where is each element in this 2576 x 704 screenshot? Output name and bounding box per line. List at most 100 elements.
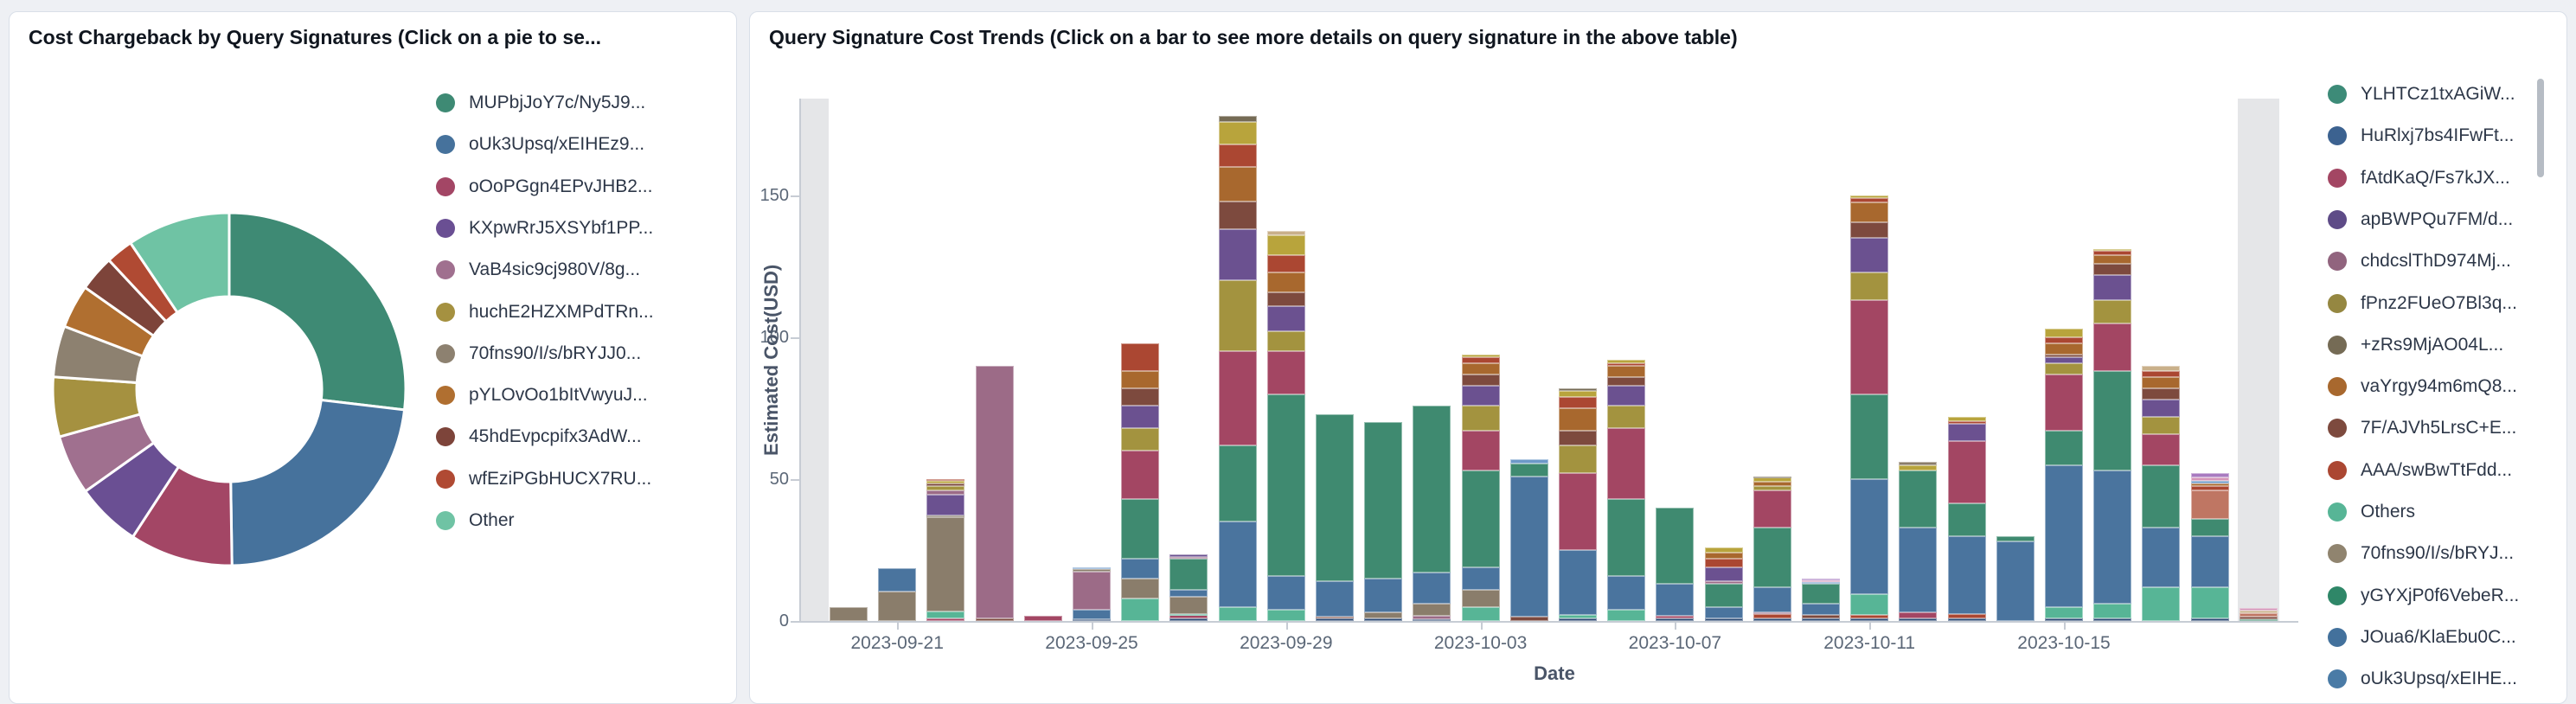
legend-item[interactable]: fAtdKaQ/Fs7kJX... [2328,165,2510,191]
bar-segment[interactable] [2045,618,2083,621]
bar-segment[interactable] [1947,424,1986,441]
bar-segment[interactable] [1802,580,1840,583]
bar-segment[interactable] [1753,613,1791,618]
legend-item[interactable]: 45hdEvpcpifx3AdW... [436,424,642,450]
bar-segment[interactable] [1559,391,1597,397]
bar-chart-plot-area[interactable]: 0 50 100 150 2023-09-21 2023-09-25 2023-09-29 2… [750,12,2307,688]
bar-segment[interactable] [1559,618,1597,621]
bar-segment[interactable] [1753,612,1791,615]
bar-segment[interactable] [2142,371,2181,377]
bar-segment[interactable] [2045,329,2083,337]
bar-segment[interactable] [1947,420,1986,425]
bar-segment[interactable] [1073,571,1111,610]
legend-item[interactable]: oUk3Upsq/xEIHEz9... [436,131,644,157]
bar-segment[interactable] [1218,201,1257,230]
bar-segment[interactable] [1850,198,1889,203]
bar-segment[interactable] [1850,300,1889,394]
bar-segment[interactable] [878,568,917,592]
bar-segment[interactable] [1850,272,1889,301]
bar-segment[interactable] [1850,618,1889,621]
bar-segment[interactable] [2190,473,2229,477]
bar-segment[interactable] [1073,618,1111,621]
bar-segment[interactable] [1704,547,1743,554]
bar-segment[interactable] [2239,619,2278,622]
bar-segment[interactable] [1559,396,1597,408]
bar-segment[interactable] [1121,427,1160,451]
bar-segment[interactable] [1656,618,1695,621]
bar-segment[interactable] [1850,593,1889,616]
bar-segment[interactable] [1413,405,1451,573]
bar-segment[interactable] [1899,462,1938,465]
bar-segment[interactable] [926,479,965,482]
bar-segment[interactable] [1753,490,1791,528]
legend-scrollbar[interactable] [2537,79,2544,177]
bar-segment[interactable] [1316,581,1354,618]
bar-segment[interactable] [1073,566,1111,569]
bar-segment[interactable] [2239,610,2278,613]
legend-item[interactable]: MUPbjJoY7c/Ny5J9... [436,90,645,116]
bar-segment[interactable] [2093,371,2132,471]
legend-item[interactable]: 7F/AJVh5LrsC+E... [2328,415,2516,441]
bar-segment[interactable] [1121,342,1160,372]
bar-segment[interactable] [926,483,965,487]
bar-segment[interactable] [1607,385,1646,406]
bar-segment[interactable] [1947,618,1986,621]
bar-segment[interactable] [1461,589,1500,607]
legend-item[interactable]: 70fns90/I/s/bRYJ... [2328,541,2514,566]
legend-item[interactable]: oUk3Upsq/xEIHE... [2328,666,2517,692]
bar-segment[interactable] [1607,360,1646,363]
bar-segment[interactable] [1656,584,1695,617]
legend-item[interactable]: KXpwRrJ5XSYbf1PP... [436,215,653,241]
bar-segment[interactable] [1850,394,1889,479]
bar-segment[interactable] [1121,598,1160,621]
bar-segment[interactable] [2142,388,2181,400]
legend-item[interactable]: fPnz2FUeO7Bl3q... [2328,291,2517,317]
bar-segment[interactable] [1073,609,1111,619]
bar-segment[interactable] [1218,445,1257,522]
bar-segment[interactable] [926,517,965,611]
bar-segment[interactable] [926,618,965,621]
bar-segment[interactable] [1704,558,1743,567]
bar-segment[interactable] [1316,617,1354,619]
bar-segment[interactable] [1266,231,1305,235]
bar-segment[interactable] [2045,431,2083,465]
bar-segment[interactable] [1461,470,1500,567]
bar-segment[interactable] [1850,615,1889,618]
bar-segment[interactable] [1559,615,1597,618]
bar-segment[interactable] [2142,527,2181,587]
legend-item[interactable]: chdcslThD974Mj... [2328,248,2511,274]
bar-segment[interactable] [1461,354,1500,357]
legend-item[interactable]: apBWPQu7FM/d... [2328,207,2513,233]
bar-segment[interactable] [2190,477,2229,481]
bar-segment[interactable] [1169,557,1208,560]
bar-segment[interactable] [1413,616,1451,619]
bar-segment[interactable] [1218,351,1257,445]
bar-segment[interactable] [1850,195,1889,199]
bar-segment[interactable] [1607,609,1646,621]
bar-segment[interactable] [1704,584,1743,607]
bar-segment[interactable] [1947,502,1986,536]
bar-segment[interactable] [2142,433,2181,465]
legend-item[interactable]: 70fns90/I/s/bRYJJ0... [436,341,641,367]
bar-segment[interactable] [2045,606,2083,618]
bar-segment[interactable] [2045,342,2083,355]
legend-item[interactable]: +zRs9MjAO04L... [2328,332,2503,358]
bar-segment[interactable] [1559,431,1597,445]
bar-segment[interactable] [1218,121,1257,144]
bar-segment[interactable] [1704,606,1743,618]
bar-segment[interactable] [1947,535,1986,614]
bar-segment[interactable] [1509,463,1548,477]
bar-segment[interactable] [1364,422,1403,579]
bar-segment[interactable] [1899,527,1938,613]
bar-segment[interactable] [2045,337,2083,343]
bar-segment[interactable] [1218,229,1257,281]
bar-segment[interactable] [1266,291,1305,306]
legend-item[interactable]: Others [2328,499,2415,525]
bar-segment[interactable] [1413,618,1451,621]
donut-chart[interactable] [34,202,484,600]
bar-segment[interactable] [926,515,965,518]
bar-segment[interactable] [1218,144,1257,168]
bar-segment[interactable] [1266,305,1305,332]
bar-segment[interactable] [1704,553,1743,559]
bar-segment[interactable] [1607,376,1646,386]
